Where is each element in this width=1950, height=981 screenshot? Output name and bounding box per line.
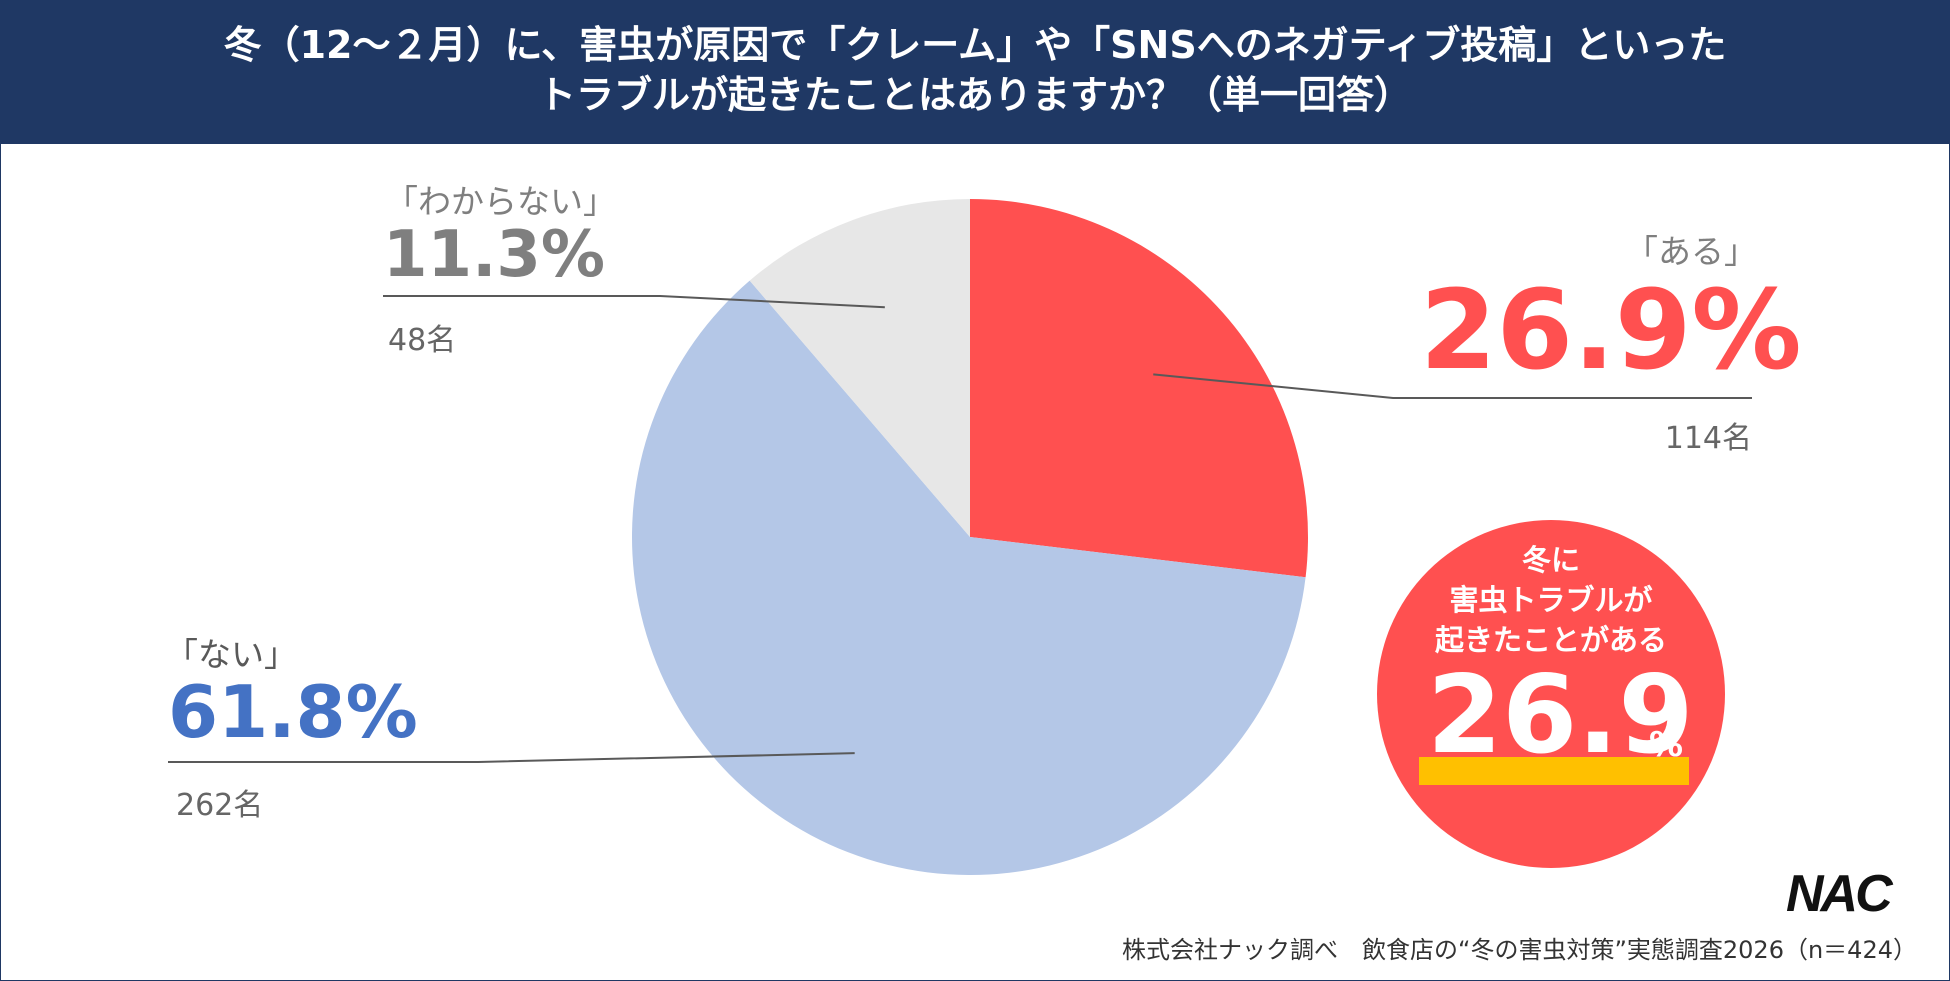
leader-line-aru [1153,373,1752,399]
slice-percent-nai: 61.8% [168,670,418,754]
slice-percent-aru: 26.9% [1420,266,1802,394]
badge-line-2: 害虫トラブルが [1449,583,1653,617]
slice-label-aru: 「ある」 [1625,232,1757,271]
slice-count-wakaranai: 48名 [388,323,457,358]
leader-line-dk [383,295,885,309]
title-banner: 冬（12〜２月）に、害虫が原因で「クレーム」や「SNSへのネガティブ投稿」といっ… [0,0,1950,144]
highlight-badge: 冬に 害虫トラブルが 起きたことがある 26.9 % [1377,520,1725,868]
slice-count-nai: 262名 [176,788,264,823]
pie-slices [632,199,1308,875]
chart-title-line-2: トラブルが起きたことはありますか？（単一回答） [537,73,1412,117]
leader-line-nai [168,752,855,763]
slice-percent-wakaranai: 11.3% [383,218,606,292]
company-logo: NAC [1786,865,1916,923]
slice-label-wakaranai: 「わからない」 [385,182,616,221]
slice-count-aru: 114名 [1664,421,1752,456]
badge-underline-highlight [1419,757,1689,785]
pie-slice-nai [632,280,1306,875]
logo-wordmark: NAC [1786,865,1893,923]
badge-value: 26.9 [1427,653,1694,778]
badge-line-3: 起きたことがある [1434,623,1667,657]
source-note: 株式会社ナック調べ 飲食店の“冬の害虫対策”実態調査2026（n＝424） [1122,936,1917,964]
chart-title-line-1: 冬（12〜２月）に、害虫が原因で「クレーム」や「SNSへのネガティブ投稿」といっ… [223,23,1727,67]
slice-label-nai: 「ない」 [165,635,297,674]
pie-slice-dk [749,199,970,537]
badge-line-1: 冬に [1521,543,1580,577]
pie-slice-aru [970,199,1308,578]
badge-unit: % [1649,725,1684,765]
leader-lines [168,295,1752,763]
